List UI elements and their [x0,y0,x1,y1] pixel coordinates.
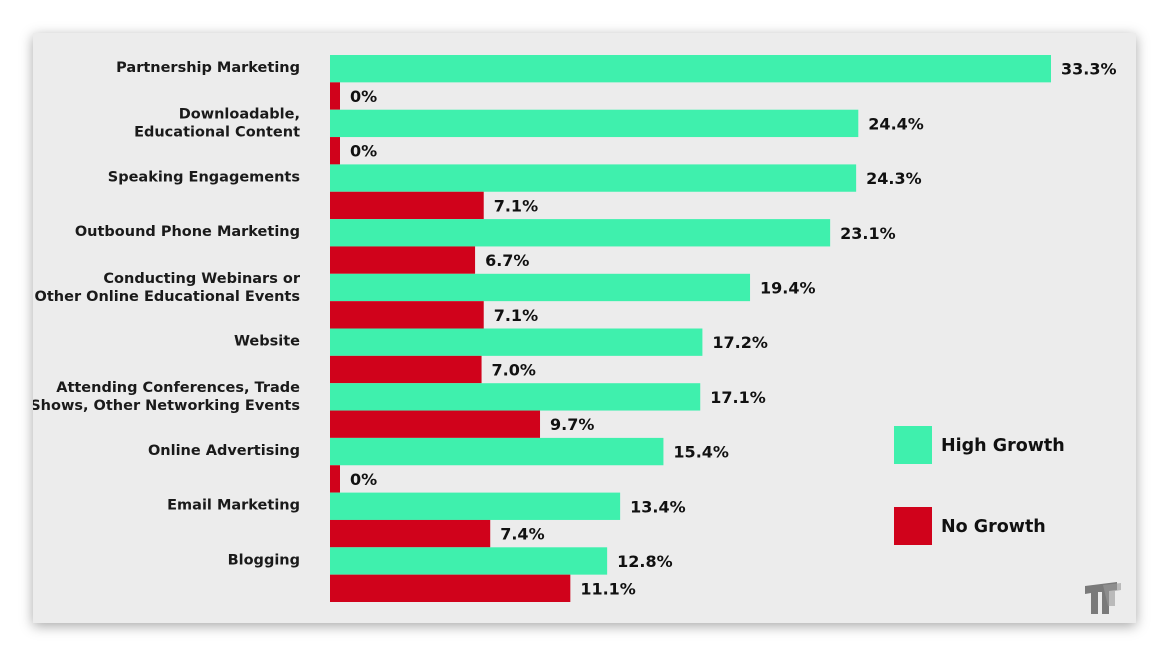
high-growth-value-label: 15.4% [673,443,729,462]
high-growth-value-label: 17.1% [710,388,766,407]
no-growth-bar [330,574,571,602]
legend-swatch-no-growth [894,507,932,545]
category-label: Blogging [228,552,300,568]
high-growth-bar [330,383,701,411]
high-growth-value-label: 17.2% [712,333,768,352]
high-growth-value-label: 24.3% [866,169,922,188]
bars-group [330,55,1051,602]
legend-swatch-high-growth [894,426,932,464]
high-growth-value-label: 23.1% [840,224,896,243]
high-growth-bar [330,547,608,575]
legend: High Growth No Growth [894,426,1065,545]
no-growth-bar [330,137,340,165]
no-growth-value-label: 7.1% [494,306,538,325]
no-growth-value-label: 0% [350,87,377,106]
no-growth-value-label: 7.4% [500,525,544,544]
no-growth-bar [330,465,340,493]
category-label: Speaking Engagements [108,169,300,185]
category-label: Downloadable, Educational Content [134,107,300,141]
high-growth-bar [330,55,1051,83]
legend-label-no-growth: No Growth [941,517,1046,537]
no-growth-bar [330,82,340,110]
no-growth-bar [330,246,476,274]
high-growth-value-label: 12.8% [617,552,673,571]
no-growth-value-label: 11.1% [580,579,636,598]
high-growth-value-label: 33.3% [1061,60,1117,79]
category-label: Partnership Marketing [116,60,300,76]
no-growth-bar [330,519,491,548]
no-growth-value-label: 6.7% [485,251,529,270]
category-label: Outbound Phone Marketing [75,224,300,240]
legend-label-high-growth: High Growth [941,436,1065,456]
chart-card: Partnership Marketing 33.3% 0% Downloadable… [33,33,1136,623]
no-growth-bar [330,355,482,384]
high-growth-bar [330,492,621,520]
high-growth-bar [330,109,859,138]
high-growth-bar [330,164,857,192]
high-growth-value-label: 24.4% [868,114,924,133]
no-growth-bar [330,191,484,220]
category-label: Conducting Webinars or Other Online Educa… [35,271,301,305]
no-growth-value-label: 7.0% [492,361,536,380]
high-growth-value-label: 19.4% [760,278,816,297]
high-growth-value-label: 13.4% [630,497,686,516]
tt-logo-icon [1085,582,1121,614]
no-growth-bar [330,410,541,438]
no-growth-value-label: 9.7% [550,415,594,434]
high-growth-bar [330,437,664,466]
category-label: Attending Conferences, Trade Shows, Other… [33,380,300,414]
category-label: Website [234,334,300,350]
bar-chart: Partnership Marketing 33.3% 0% Downloadable… [33,55,1121,614]
high-growth-bar [330,219,831,247]
no-growth-bar [330,301,484,329]
high-growth-bar [330,328,703,356]
category-label: Email Marketing [167,498,300,514]
high-growth-bar [330,273,751,302]
category-label: Online Advertising [148,443,300,459]
no-growth-value-label: 7.1% [494,196,538,215]
no-growth-value-label: 0% [350,470,377,489]
no-growth-value-label: 0% [350,142,377,161]
labels-group: Partnership Marketing 33.3% 0% Downloadable… [33,60,1117,599]
